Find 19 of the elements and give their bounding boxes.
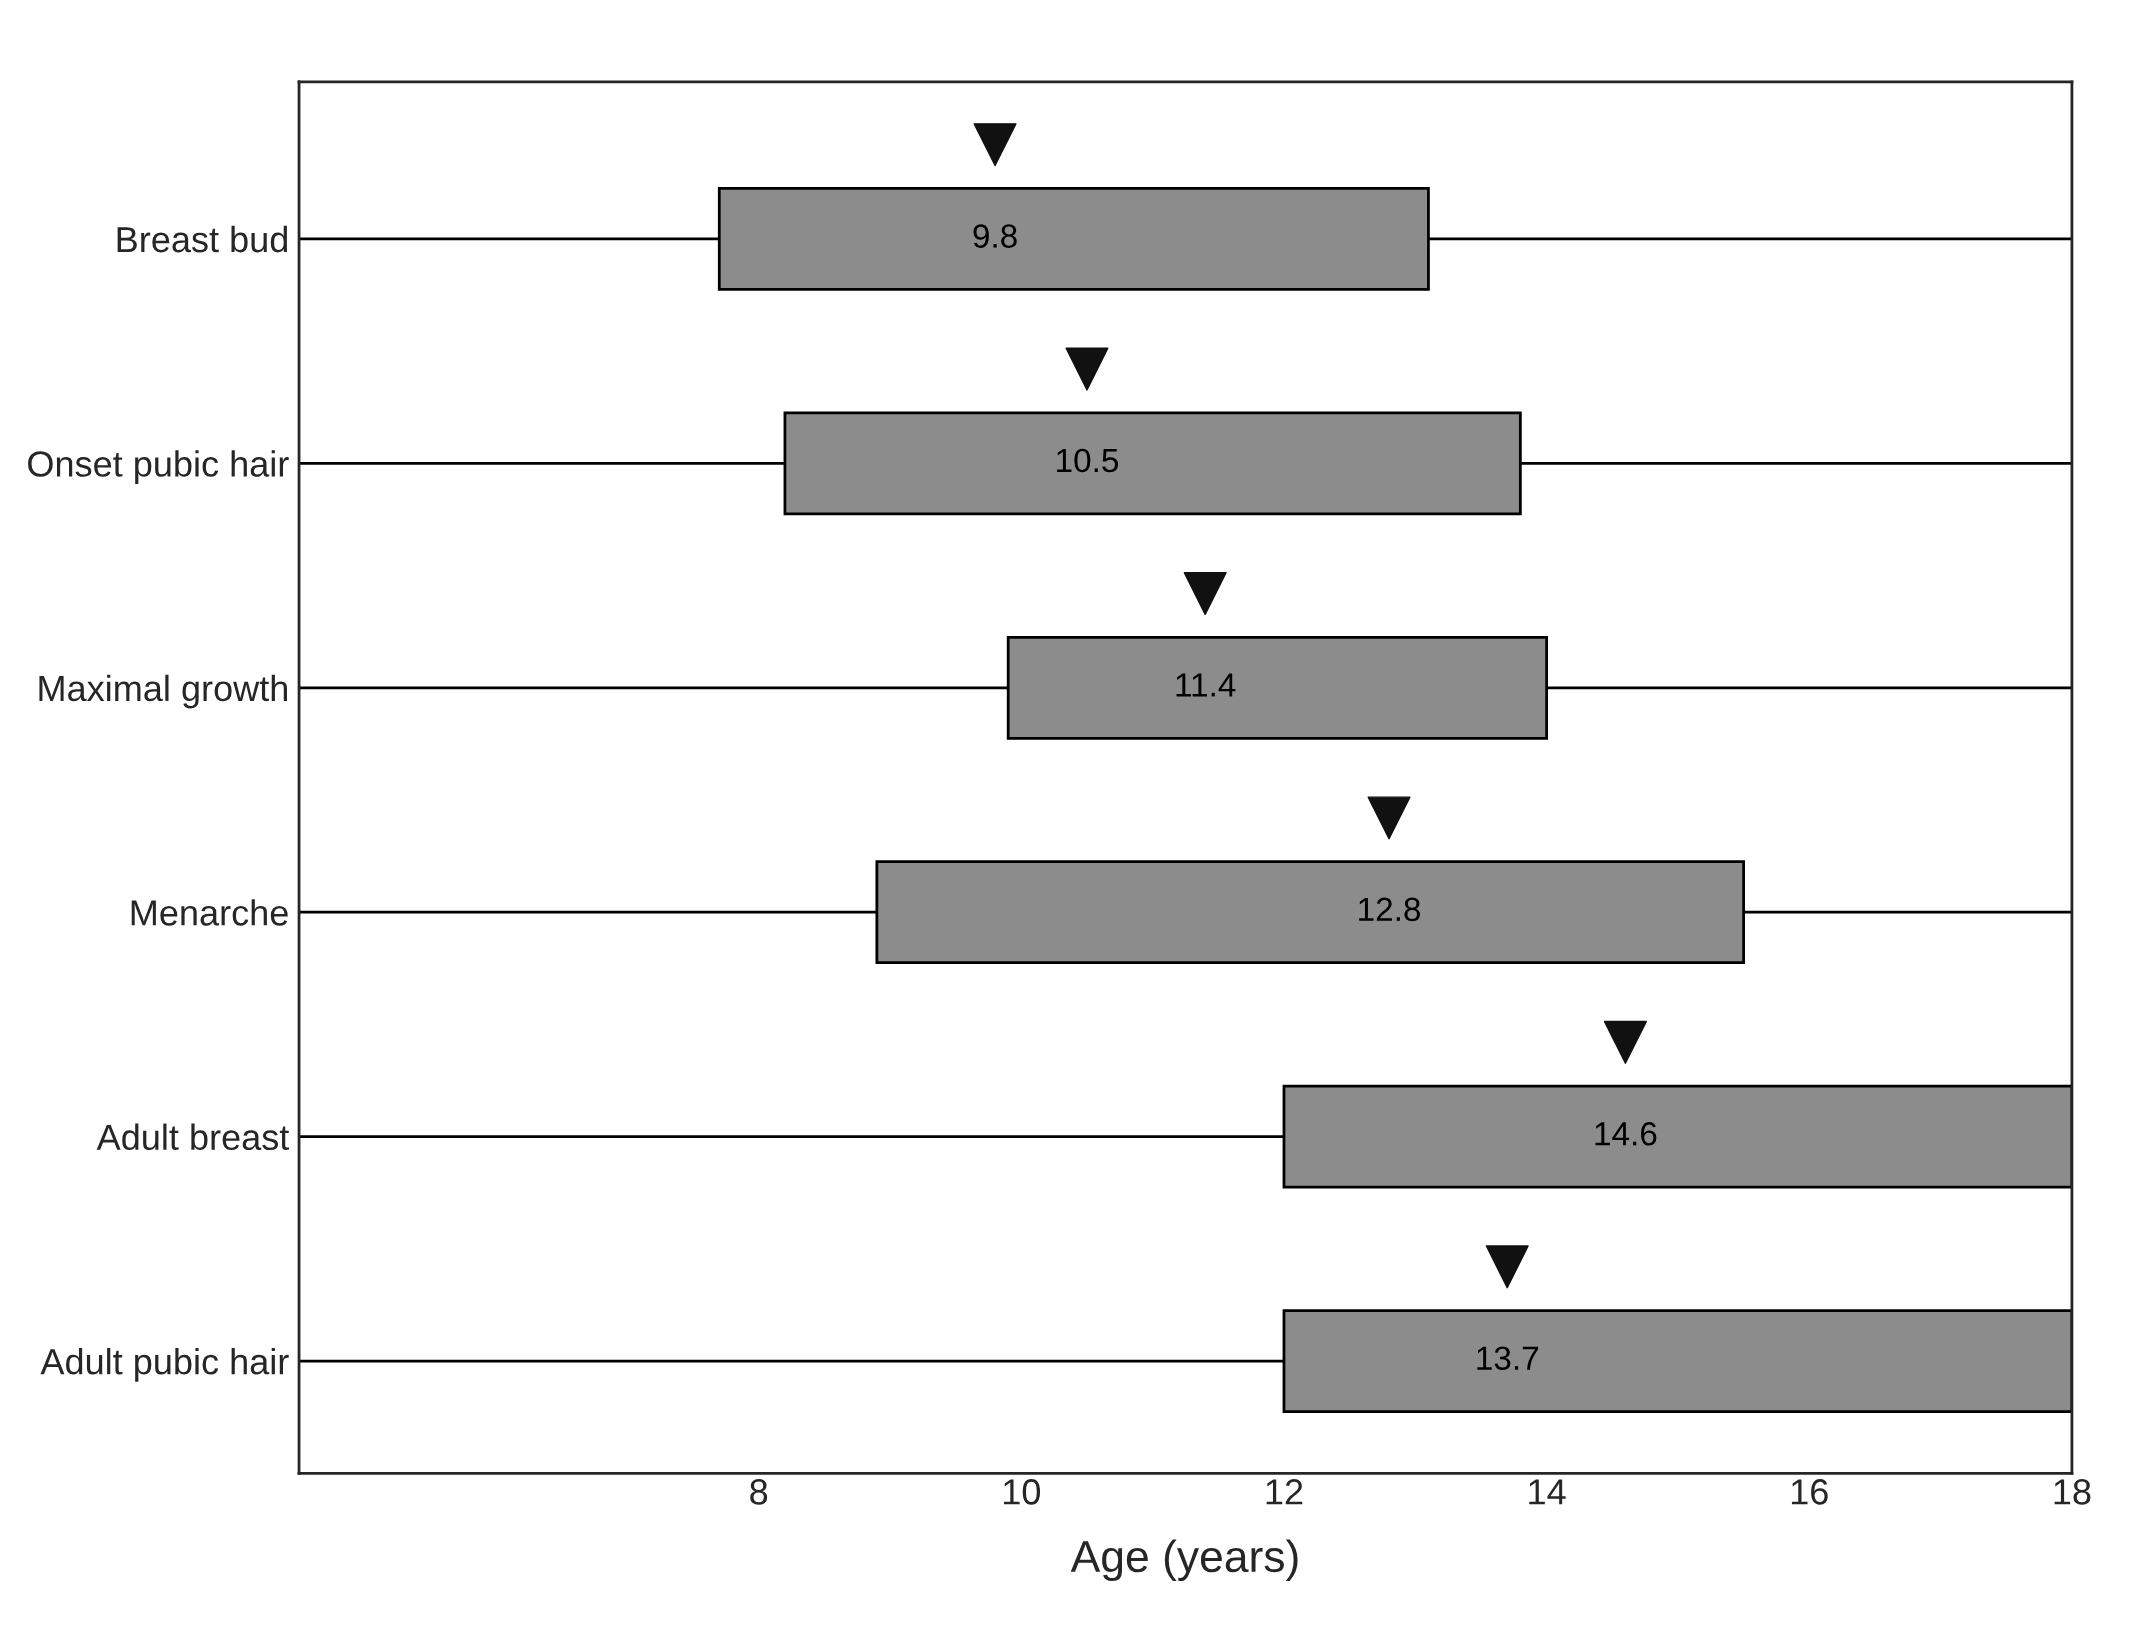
x-tick-label: 18	[2054, 1479, 2091, 1505]
data-label: 12.8	[1359, 897, 1421, 922]
y-tick-label: Menarche	[131, 899, 288, 926]
x-tick-label: 8	[750, 1479, 768, 1505]
y-tick-label: Adult pubic hair	[40, 1348, 289, 1382]
data-label: 11.4	[1176, 673, 1236, 697]
x-tick-label: 14	[1529, 1479, 1566, 1505]
data-label: 9.8	[973, 224, 1017, 248]
x-tick-label: 16	[1791, 1479, 1828, 1505]
data-label: 13.7	[1477, 1346, 1538, 1371]
data-label: 10.5	[1057, 448, 1119, 473]
x-axis-title: Age (years)	[1070, 1539, 1298, 1582]
data-label: 14.6	[1595, 1122, 1657, 1146]
y-tick-label: Breast bud	[117, 225, 287, 253]
y-tick-label: Onset pubic hair	[28, 450, 289, 484]
y-tick-label: Adult breast	[96, 1123, 290, 1151]
x-tick-label: 10	[1004, 1479, 1040, 1505]
y-tick-label: Maximal growth	[39, 674, 287, 709]
x-tick-label: 12	[1266, 1479, 1303, 1505]
